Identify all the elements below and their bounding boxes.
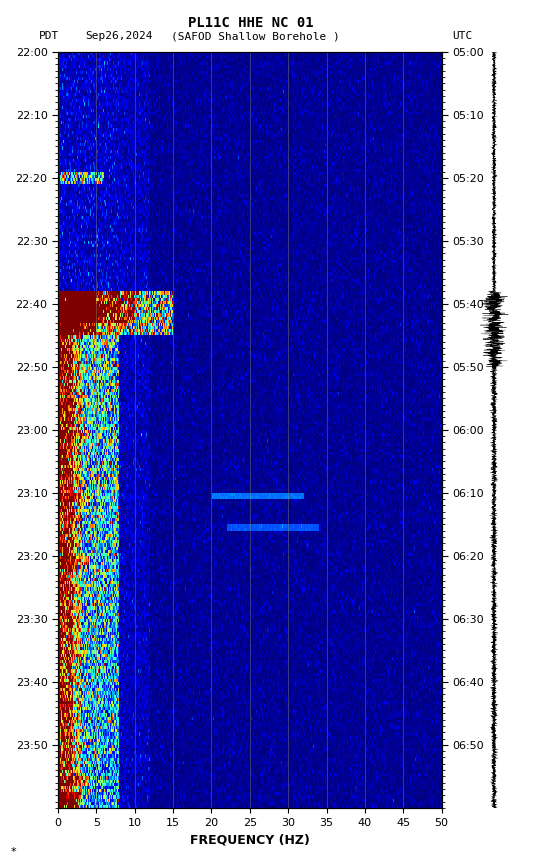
- Text: (SAFOD Shallow Borehole ): (SAFOD Shallow Borehole ): [171, 31, 340, 41]
- Text: Sep26,2024: Sep26,2024: [86, 31, 153, 41]
- Text: *: *: [11, 848, 17, 857]
- X-axis label: FREQUENCY (HZ): FREQUENCY (HZ): [190, 833, 310, 846]
- Text: PL11C HHE NC 01: PL11C HHE NC 01: [188, 16, 314, 30]
- Text: UTC: UTC: [453, 31, 473, 41]
- Text: PDT: PDT: [39, 31, 59, 41]
